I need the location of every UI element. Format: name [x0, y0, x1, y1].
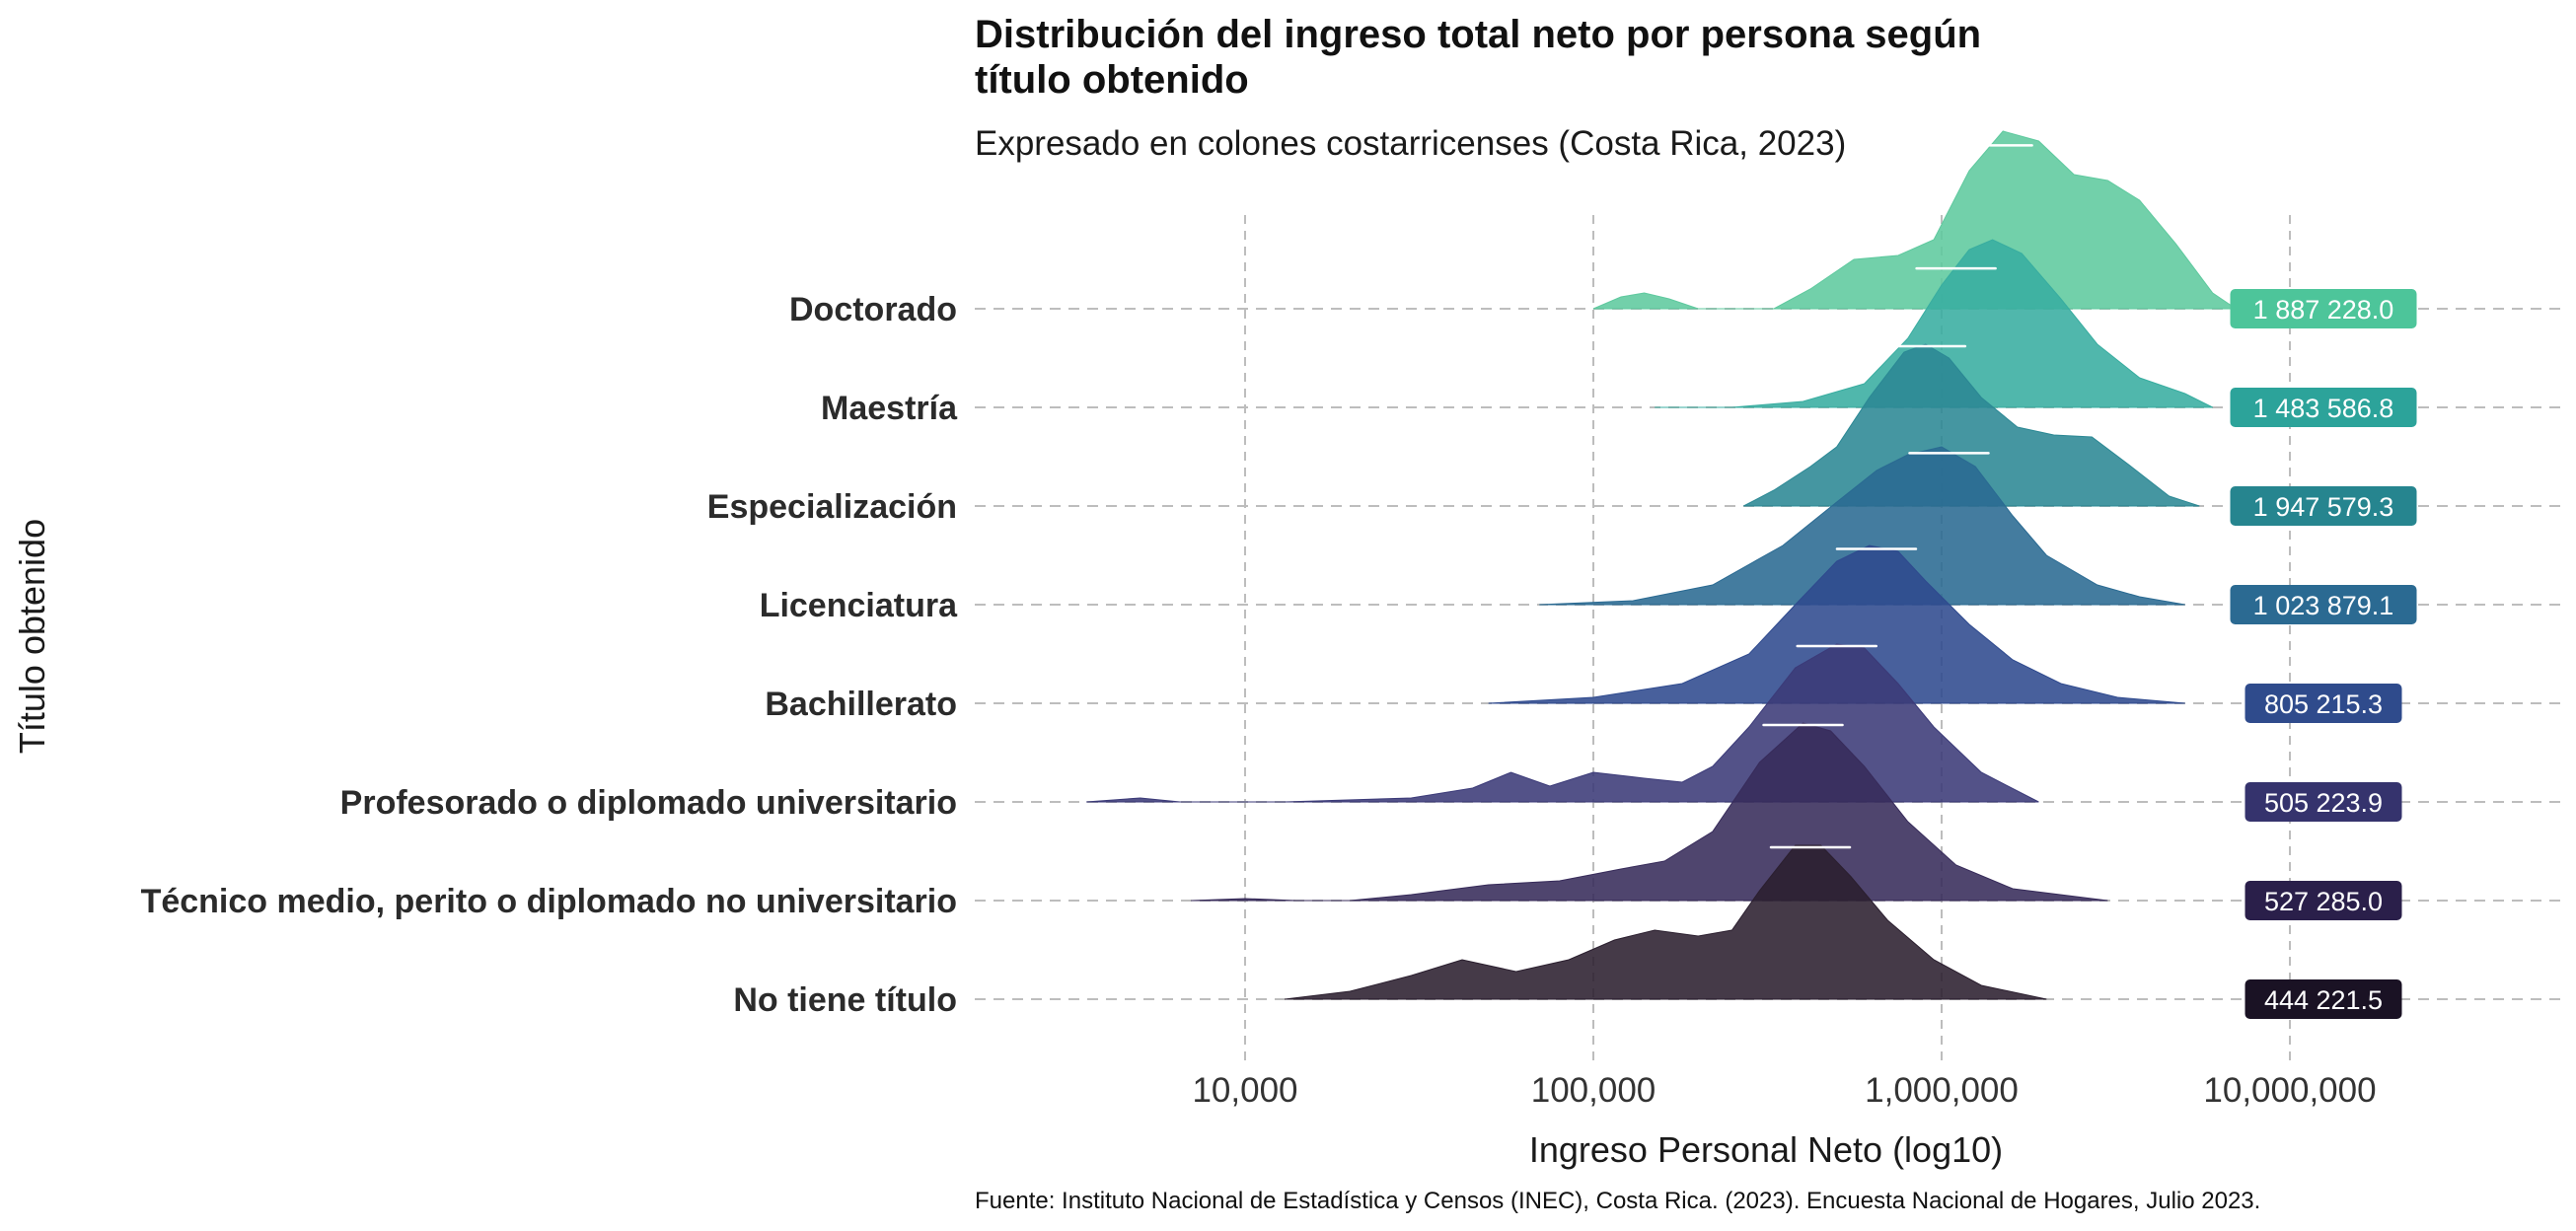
category-label-4: Bachillerato: [765, 686, 957, 723]
chart-subtitle: Expresado en colones costarricenses (Cos…: [975, 124, 1846, 163]
ridge-3: [1539, 446, 2185, 606]
category-labels: Doctorado Maestría Especialización Licencia…: [141, 291, 959, 1019]
y-axis-title: Título obtenido: [12, 519, 52, 754]
mean-label-box-4: [2245, 684, 2402, 723]
mean-label-6: 527 285.0: [2264, 887, 2383, 916]
x-axis-title: Ingreso Personal Neto (log10): [1529, 1129, 2003, 1170]
category-label-3: Licenciatura: [760, 587, 958, 624]
ridge-7: [1285, 844, 2047, 1000]
category-label-0: Doctorado: [789, 291, 957, 328]
ridge-0: [1592, 130, 2238, 310]
mean-label-box-0: [2230, 289, 2417, 328]
x-axis-tick-labels: 10,000 100,000 1,000,000 10,000,000: [1192, 1071, 2376, 1110]
chart-title-line1: Distribución del ingreso total neto por …: [975, 13, 1981, 56]
mean-label-1: 1 483 586.8: [2253, 394, 2394, 423]
mean-label-box-2: [2230, 486, 2417, 526]
ridge-4: [1488, 544, 2185, 704]
mean-label-3: 1 023 879.1: [2253, 591, 2394, 620]
mean-label-0: 1 887 228.0: [2253, 295, 2394, 325]
mean-value-labels: 1 887 228.0 1 483 586.8 1 947 579.3 1 023 8…: [2230, 289, 2417, 1019]
mean-label-7: 444 221.5: [2264, 985, 2383, 1015]
x-tick-label-1: 100,000: [1531, 1071, 1656, 1110]
chart-caption: Fuente: Instituto Nacional de Estadístic…: [975, 1188, 2260, 1214]
x-tick-label-3: 10,000,000: [2203, 1071, 2376, 1110]
ridge-6: [1191, 722, 2108, 902]
ridge-1: [1655, 239, 2213, 408]
category-label-1: Maestría: [821, 390, 958, 427]
mean-label-box-3: [2230, 585, 2417, 624]
x-tick-label-0: 10,000: [1192, 1071, 1297, 1110]
mean-label-box-6: [2245, 881, 2402, 920]
x-tick-label-2: 1,000,000: [1865, 1071, 2019, 1110]
category-label-2: Especialización: [707, 488, 957, 526]
chart-title-line2: título obtenido: [975, 58, 1249, 102]
category-label-5: Profesorado o diplomado universitario: [340, 784, 957, 822]
category-label-6: Técnico medio, perito o diplomado no uni…: [141, 883, 957, 920]
mean-label-box-1: [2230, 388, 2417, 427]
category-label-7: No tiene título: [733, 981, 957, 1019]
mean-label-box-5: [2245, 782, 2402, 822]
ridge-2: [1743, 343, 2200, 507]
density-ridges: [1086, 130, 2238, 1000]
mean-label-4: 805 215.3: [2264, 689, 2383, 719]
mean-label-5: 505 223.9: [2264, 788, 2383, 818]
mean-label-box-7: [2245, 979, 2402, 1019]
mean-label-2: 1 947 579.3: [2253, 492, 2394, 522]
